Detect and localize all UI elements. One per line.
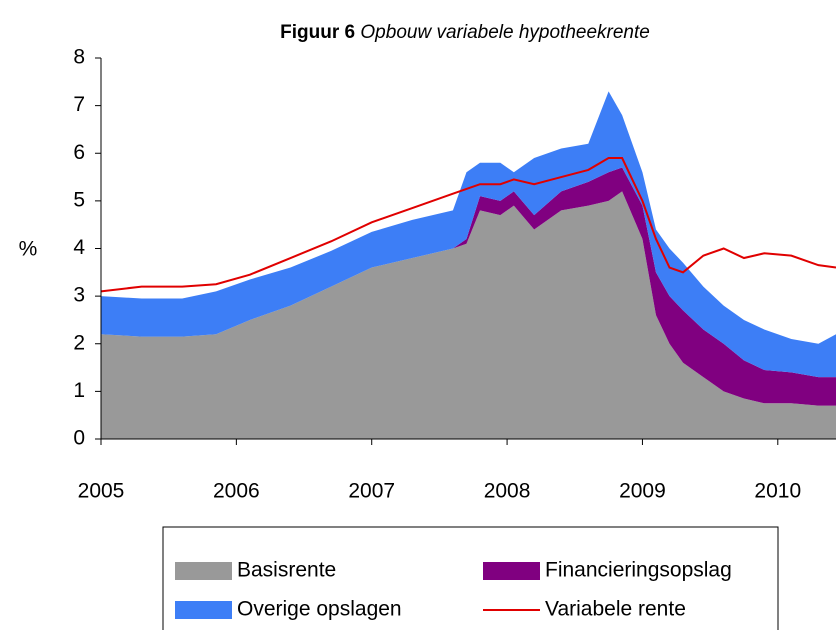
- x-tick-label: 2010: [754, 480, 801, 503]
- legend-label: Basisrente: [237, 559, 336, 582]
- x-tick-label: 2007: [348, 480, 395, 503]
- y-tick-label: 6: [73, 141, 85, 164]
- area: [101, 167, 836, 406]
- legend-box: [162, 526, 779, 630]
- y-tick-label: 2: [73, 331, 85, 354]
- legend-label: Variabele rente: [545, 598, 686, 621]
- chart-title: Figuur 6 Opbouw variabele hypotheekrente: [280, 22, 650, 43]
- y-tick-label: 4: [73, 236, 85, 259]
- y-tick-label: 3: [73, 284, 85, 307]
- x-tick-label: 2006: [213, 480, 260, 503]
- y-axis-label: %: [19, 238, 38, 261]
- legend-label: Financieringsopslag: [545, 559, 732, 582]
- x-tick-label: 2009: [619, 480, 666, 503]
- line: [100, 157, 836, 293]
- y-tick-label: 8: [73, 46, 85, 69]
- legend-label: Overige opslagen: [237, 598, 402, 621]
- y-tick-label: 7: [73, 93, 85, 116]
- legend-swatch: [175, 601, 232, 619]
- subtitle: Opbouw variabele hypotheekrente: [360, 22, 649, 43]
- area: [101, 191, 836, 439]
- legend-swatch: [175, 562, 232, 580]
- y-tick-label: 5: [73, 188, 85, 211]
- x-tick-label: 2005: [78, 480, 125, 503]
- y-tick-label: 0: [73, 427, 85, 450]
- legend-swatch: [483, 562, 540, 580]
- x-tick-label: 2008: [484, 480, 531, 503]
- y-tick-label: 1: [73, 379, 85, 402]
- area: [101, 91, 836, 378]
- title: Figuur 6: [280, 22, 355, 43]
